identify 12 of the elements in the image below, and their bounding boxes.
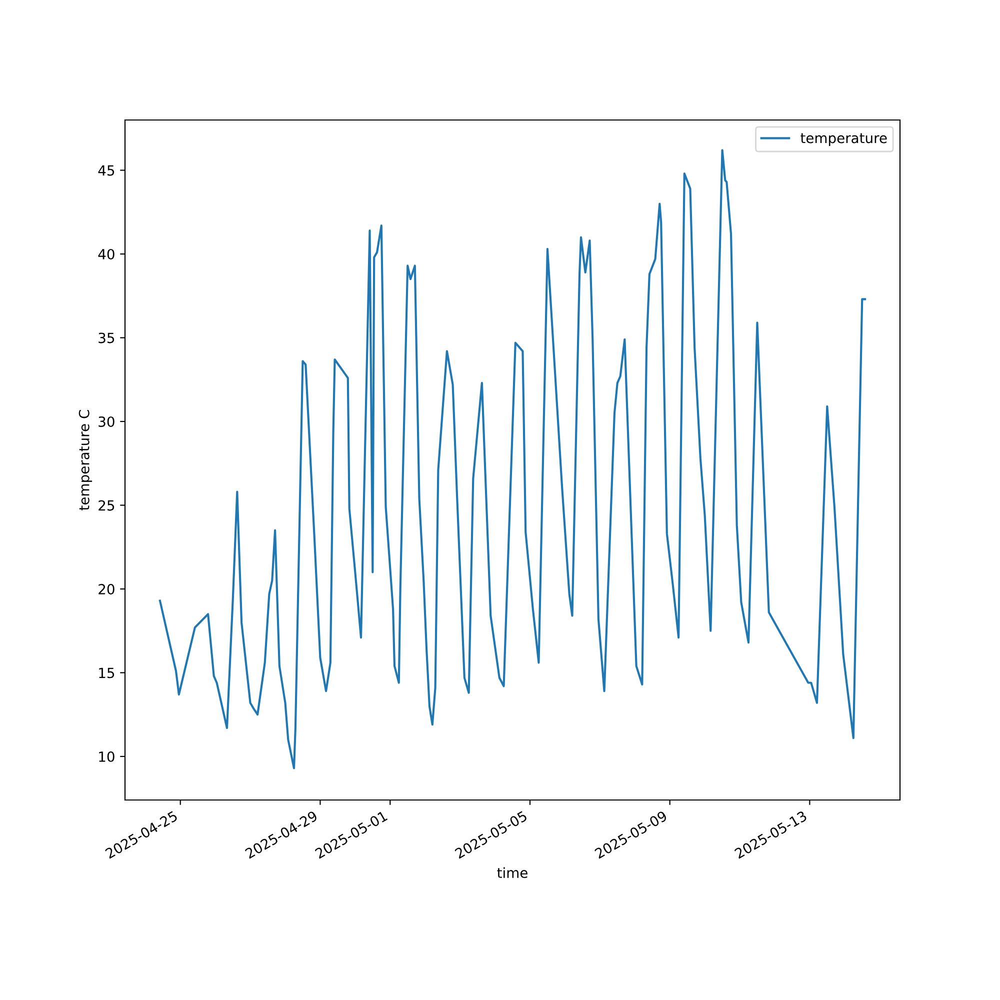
legend-label: temperature: [800, 133, 887, 146]
y-tick-label: 25: [98, 500, 114, 511]
y-tick-label: 45: [98, 165, 114, 176]
y-axis-title: temperature C: [78, 410, 92, 510]
y-tick-label: 10: [99, 751, 114, 762]
y-tick-label: 40: [98, 248, 114, 260]
y-tick-label: 15: [99, 668, 114, 678]
y-tick-label: 35: [98, 332, 114, 344]
y-tick-label: 30: [98, 416, 114, 427]
line-series: [158, 149, 866, 770]
y-tick-label: 20: [98, 584, 114, 594]
x-axis-title: time: [497, 867, 528, 878]
